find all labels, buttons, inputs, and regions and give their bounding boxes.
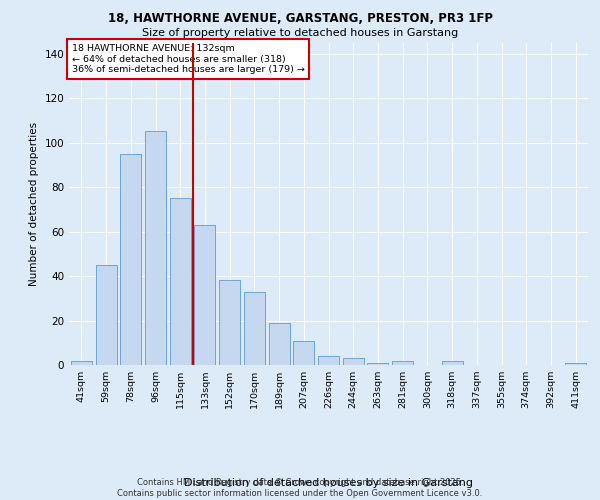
Bar [71,360,92,365]
X-axis label: Distribution of detached houses by size in Garstang: Distribution of detached houses by size … [184,478,473,488]
Bar [219,280,240,365]
Bar [95,265,116,365]
Bar [269,322,290,365]
Text: 18 HAWTHORNE AVENUE: 132sqm
← 64% of detached houses are smaller (318)
36% of se: 18 HAWTHORNE AVENUE: 132sqm ← 64% of det… [71,44,304,74]
Bar [442,360,463,365]
Text: Size of property relative to detached houses in Garstang: Size of property relative to detached ho… [142,28,458,38]
Bar [318,356,339,365]
Y-axis label: Number of detached properties: Number of detached properties [29,122,39,286]
Text: 18, HAWTHORNE AVENUE, GARSTANG, PRESTON, PR3 1FP: 18, HAWTHORNE AVENUE, GARSTANG, PRESTON,… [107,12,493,26]
Bar [120,154,141,365]
Text: Contains HM Land Registry data © Crown copyright and database right 2025.
Contai: Contains HM Land Registry data © Crown c… [118,478,482,498]
Bar [343,358,364,365]
Bar [367,363,388,365]
Bar [145,132,166,365]
Bar [244,292,265,365]
Bar [392,360,413,365]
Bar [293,340,314,365]
Bar [194,225,215,365]
Bar [170,198,191,365]
Bar [565,363,586,365]
